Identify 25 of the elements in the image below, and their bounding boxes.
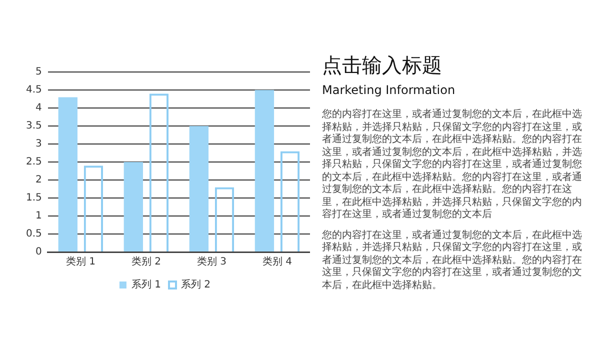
text: 您的内容打在这里，或者通过复制您的文本后，在此框中选择粘贴，并选择只粘贴，只保留文字您的内容打在这里，或者通过复制您的文本后，在此框中选择粘贴。您的内容打在这里，或者通过复制您的文本后，在此框中选择粘贴，并选择只粘贴，只保留文字您的内容打在这里，或者通过复制您的文本后，在此框中选择粘贴。您的内容打在这里，或者通过复制您的文本后，在此框中选择粘贴。您的内容打在这里，在此框中选择粘贴，并选择只粘贴，只保留文字您的内容打在这里，或者通过复制您的文本后	[322, 109, 582, 220]
x-tick-label: 类别 2	[131, 256, 161, 268]
y-tick-label: 4.5	[26, 84, 42, 96]
y-tick-label: 2.5	[26, 156, 42, 168]
bar	[189, 126, 209, 252]
x-tick-label: 类别 4	[262, 256, 292, 268]
text: 点击输入标题	[322, 52, 443, 79]
text: Marketing Information	[322, 83, 456, 97]
legend-label: 系列 1	[131, 278, 162, 291]
y-tick-label: 0	[36, 246, 42, 258]
y-tick-label: 5	[36, 66, 42, 78]
y-tick-label: 0.5	[26, 228, 42, 240]
legend-label: 系列 2	[181, 278, 211, 291]
text: 您的内容打在这里，或者通过复制您的文本后，在此框中选择粘贴，并选择只粘贴，只保留文字您的内容打在这里，或者通过复制您的文本后，在此框中选择粘贴。您的内容打在这里，只保留文字您的内容打在这里，或者通过复制您的文本后，在此框中选择粘贴。	[322, 230, 583, 292]
y-tick-label: 2	[36, 174, 42, 186]
x-tick-label: 类别 3	[196, 256, 226, 268]
y-tick-label: 3.5	[26, 120, 42, 132]
bar	[58, 97, 78, 252]
y-tick-label: 4	[36, 102, 42, 114]
y-tick-label: 1	[36, 210, 42, 222]
bar	[124, 162, 143, 252]
bar	[254, 90, 274, 252]
y-tick-label: 3	[36, 138, 42, 150]
x-tick-label: 类别 1	[66, 256, 96, 268]
y-tick-label: 1.5	[26, 192, 42, 204]
